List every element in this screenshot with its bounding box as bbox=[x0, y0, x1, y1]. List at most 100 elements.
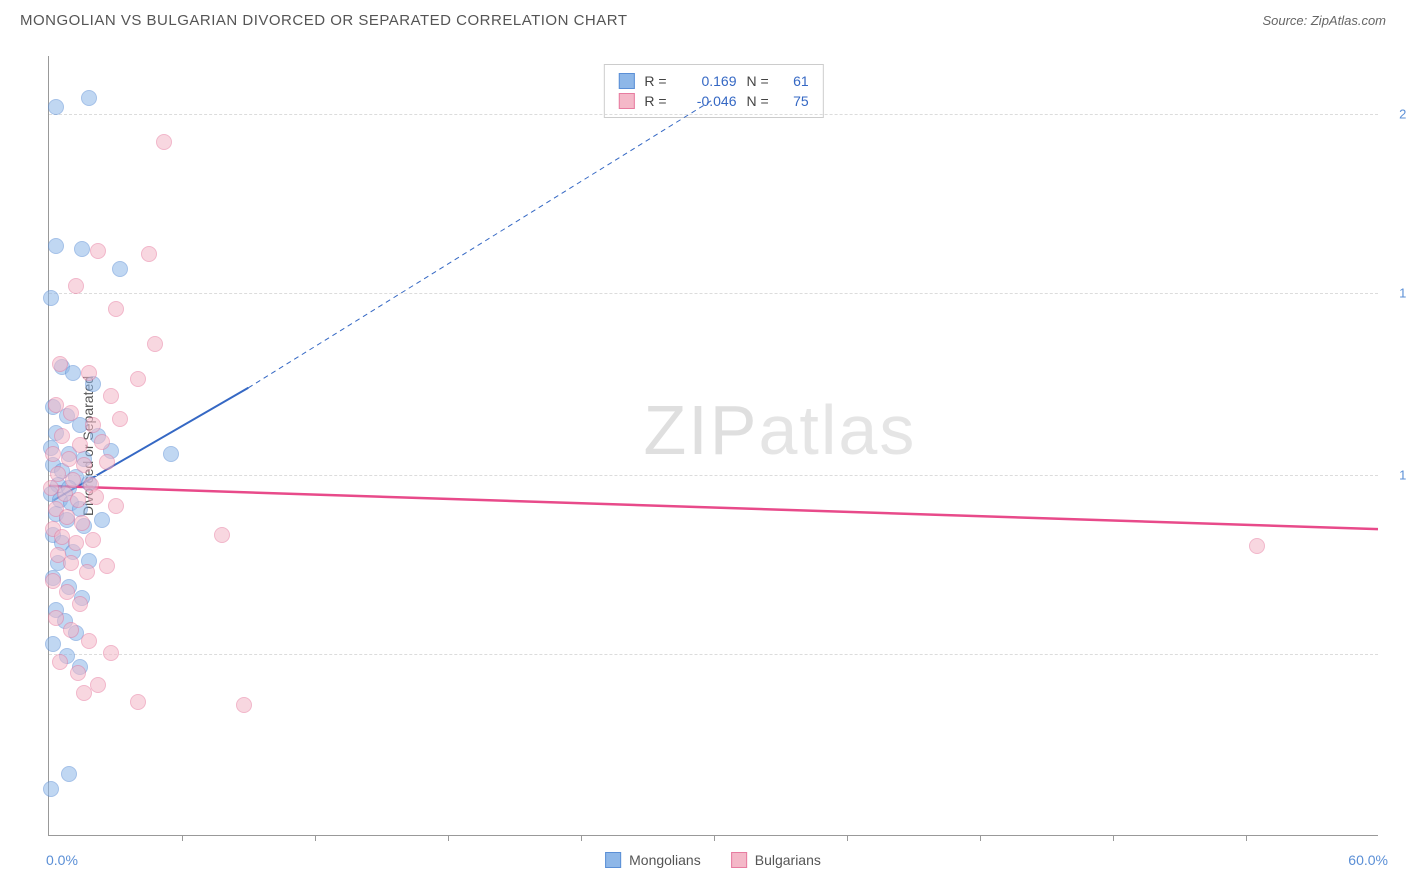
scatter-point bbox=[108, 301, 124, 317]
scatter-point bbox=[72, 437, 88, 453]
scatter-point bbox=[103, 645, 119, 661]
watermark-bold: ZIP bbox=[644, 391, 759, 469]
legend-swatch bbox=[731, 852, 747, 868]
scatter-point bbox=[76, 457, 92, 473]
x-tick bbox=[1113, 835, 1114, 841]
scatter-point bbox=[70, 665, 86, 681]
scatter-point bbox=[156, 134, 172, 150]
scatter-point bbox=[79, 564, 95, 580]
scatter-point bbox=[141, 246, 157, 262]
scatter-point bbox=[48, 238, 64, 254]
scatter-point bbox=[88, 489, 104, 505]
scatter-point bbox=[130, 371, 146, 387]
stat-n-value: 61 bbox=[779, 73, 809, 89]
scatter-point bbox=[103, 388, 119, 404]
stat-r-label: R = bbox=[644, 73, 666, 89]
x-axis-max-label: 60.0% bbox=[1348, 852, 1388, 868]
scatter-point bbox=[94, 512, 110, 528]
x-tick bbox=[448, 835, 449, 841]
legend-swatch bbox=[605, 852, 621, 868]
scatter-point bbox=[76, 685, 92, 701]
scatter-point bbox=[63, 405, 79, 421]
scatter-point bbox=[72, 596, 88, 612]
legend-swatch bbox=[618, 73, 634, 89]
scatter-point bbox=[65, 472, 81, 488]
chart-container: Divorced or Separated ZIPatlas R =0.169N… bbox=[48, 56, 1378, 836]
stat-n-label: N = bbox=[747, 93, 769, 109]
x-tick bbox=[980, 835, 981, 841]
x-tick bbox=[847, 835, 848, 841]
stat-n-value: 75 bbox=[779, 93, 809, 109]
scatter-point bbox=[63, 555, 79, 571]
gridline bbox=[49, 114, 1378, 115]
x-tick bbox=[714, 835, 715, 841]
gridline bbox=[49, 475, 1378, 476]
plot-area: ZIPatlas R =0.169N =61R =-0.046N =75 6.3… bbox=[48, 56, 1378, 836]
chart-title: MONGOLIAN VS BULGARIAN DIVORCED OR SEPAR… bbox=[20, 12, 627, 29]
x-tick bbox=[581, 835, 582, 841]
stats-row: R = -0.046 N = 75 bbox=[618, 91, 808, 111]
gridline bbox=[49, 293, 1378, 294]
scatter-point bbox=[112, 261, 128, 277]
watermark: ZIPatlas bbox=[644, 390, 917, 470]
scatter-point bbox=[45, 573, 61, 589]
legend-item: Mongolians bbox=[605, 852, 701, 868]
scatter-point bbox=[45, 446, 61, 462]
scatter-point bbox=[81, 365, 97, 381]
stats-box: R = 0.169 N = 61 R = -0.046 N = 75 bbox=[603, 64, 823, 118]
stat-n-label: N = bbox=[747, 73, 769, 89]
stat-r-value: 0.169 bbox=[677, 73, 737, 89]
scatter-point bbox=[1249, 538, 1265, 554]
scatter-point bbox=[70, 492, 86, 508]
scatter-point bbox=[94, 434, 110, 450]
scatter-point bbox=[85, 532, 101, 548]
scatter-point bbox=[108, 498, 124, 514]
scatter-point bbox=[68, 535, 84, 551]
scatter-point bbox=[99, 454, 115, 470]
scatter-point bbox=[54, 428, 70, 444]
x-tick bbox=[1246, 835, 1247, 841]
stat-r-label: R = bbox=[644, 93, 666, 109]
scatter-point bbox=[163, 446, 179, 462]
scatter-point bbox=[45, 636, 61, 652]
scatter-point bbox=[48, 99, 64, 115]
scatter-point bbox=[61, 766, 77, 782]
scatter-point bbox=[52, 356, 68, 372]
scatter-point bbox=[48, 610, 64, 626]
scatter-point bbox=[61, 451, 77, 467]
x-tick bbox=[182, 835, 183, 841]
scatter-point bbox=[65, 365, 81, 381]
trend-lines bbox=[49, 56, 1378, 835]
legend-label: Bulgarians bbox=[755, 852, 821, 868]
scatter-point bbox=[59, 584, 75, 600]
scatter-point bbox=[52, 654, 68, 670]
scatter-point bbox=[236, 697, 252, 713]
scatter-point bbox=[74, 515, 90, 531]
x-axis-min-label: 0.0% bbox=[46, 852, 78, 868]
scatter-point bbox=[43, 290, 59, 306]
scatter-point bbox=[59, 509, 75, 525]
scatter-point bbox=[74, 241, 90, 257]
y-tick-label: 25.0% bbox=[1399, 106, 1406, 121]
scatter-point bbox=[68, 278, 84, 294]
watermark-light: atlas bbox=[758, 391, 916, 469]
scatter-point bbox=[130, 694, 146, 710]
scatter-point bbox=[85, 417, 101, 433]
legend-item: Bulgarians bbox=[731, 852, 821, 868]
scatter-point bbox=[81, 633, 97, 649]
stats-row: R = 0.169 N = 61 bbox=[618, 71, 808, 91]
scatter-point bbox=[63, 622, 79, 638]
scatter-point bbox=[147, 336, 163, 352]
x-tick bbox=[315, 835, 316, 841]
scatter-point bbox=[90, 243, 106, 259]
scatter-point bbox=[48, 397, 64, 413]
scatter-point bbox=[214, 527, 230, 543]
stat-r-value: -0.046 bbox=[677, 93, 737, 109]
scatter-point bbox=[81, 90, 97, 106]
y-tick-label: 12.5% bbox=[1399, 467, 1406, 482]
y-tick-label: 18.8% bbox=[1399, 285, 1406, 300]
scatter-point bbox=[99, 558, 115, 574]
scatter-point bbox=[112, 411, 128, 427]
legend-swatch bbox=[618, 93, 634, 109]
source-attribution: Source: ZipAtlas.com bbox=[1262, 13, 1386, 28]
